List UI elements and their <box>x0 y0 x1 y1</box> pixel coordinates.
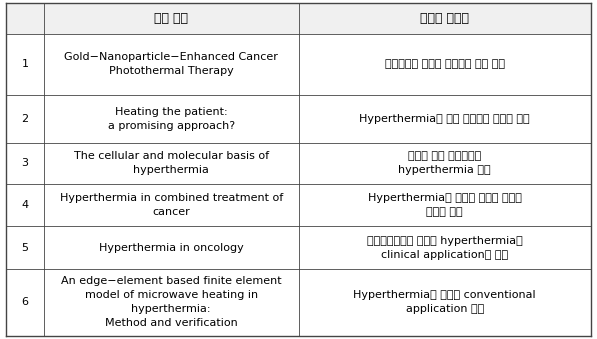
Text: Heating the patient:
a promising approach?: Heating the patient: a promising approac… <box>107 107 235 131</box>
Text: Gold−Nanoparticle−Enhanced Cancer
Photothermal Therapy: Gold−Nanoparticle−Enhanced Cancer Photot… <box>64 52 278 76</box>
Bar <box>6 95 44 143</box>
Bar <box>298 226 591 269</box>
Bar <box>298 184 591 226</box>
Bar <box>6 269 44 336</box>
Text: 연구 내용: 연구 내용 <box>154 12 188 25</box>
Text: An edge−element based finite element
model of microwave heating in
hyperthermia:: An edge−element based finite element mod… <box>61 276 282 328</box>
Text: Hyperthermia in combined treatment of
cancer: Hyperthermia in combined treatment of ca… <box>60 193 283 217</box>
Bar <box>44 34 298 95</box>
Text: 세포와 분자 단계에서의
hyperthermia 연구: 세포와 분자 단계에서의 hyperthermia 연구 <box>398 152 491 175</box>
Text: The cellular and molecular basis of
hyperthermia: The cellular and molecular basis of hype… <box>73 152 269 175</box>
Bar <box>44 226 298 269</box>
Bar <box>6 226 44 269</box>
Text: Hyperthermia을 이용한 conventional
application 연구: Hyperthermia을 이용한 conventional applicati… <box>353 290 536 314</box>
Bar <box>6 184 44 226</box>
Bar <box>44 269 298 336</box>
Text: 1: 1 <box>21 59 29 69</box>
Text: 2: 2 <box>21 114 29 124</box>
Bar <box>44 3 298 34</box>
Bar <box>298 143 591 184</box>
Text: 6: 6 <box>21 297 29 307</box>
Bar <box>6 3 44 34</box>
Bar <box>298 34 591 95</box>
Text: Hyperthermia와 다양한 방법을 응용한
암치료 연구: Hyperthermia와 다양한 방법을 응용한 암치료 연구 <box>368 193 522 217</box>
Bar <box>44 184 298 226</box>
Text: Hyperthermia in oncology: Hyperthermia in oncology <box>99 243 244 253</box>
Bar <box>298 95 591 143</box>
Text: 5: 5 <box>21 243 29 253</box>
Text: 3: 3 <box>21 158 29 168</box>
Text: 4: 4 <box>21 200 29 210</box>
Bar <box>298 3 591 34</box>
Text: Hyperthermia를 통한 암세포의 치료와 응용: Hyperthermia를 통한 암세포의 치료와 응용 <box>359 114 530 124</box>
Bar <box>44 143 298 184</box>
Bar <box>6 143 44 184</box>
Bar <box>298 269 591 336</box>
Text: 항암치료에서의 통합된 hyperthermia의
clinical application을 연구: 항암치료에서의 통합된 hyperthermia의 clinical appli… <box>367 236 522 260</box>
Bar <box>44 95 298 143</box>
Bar <box>6 34 44 95</box>
Text: 연구의 중요성: 연구의 중요성 <box>420 12 469 25</box>
Text: 나노입자를 이용한 암세포를 광열 치료: 나노입자를 이용한 암세포를 광열 치료 <box>384 59 505 69</box>
